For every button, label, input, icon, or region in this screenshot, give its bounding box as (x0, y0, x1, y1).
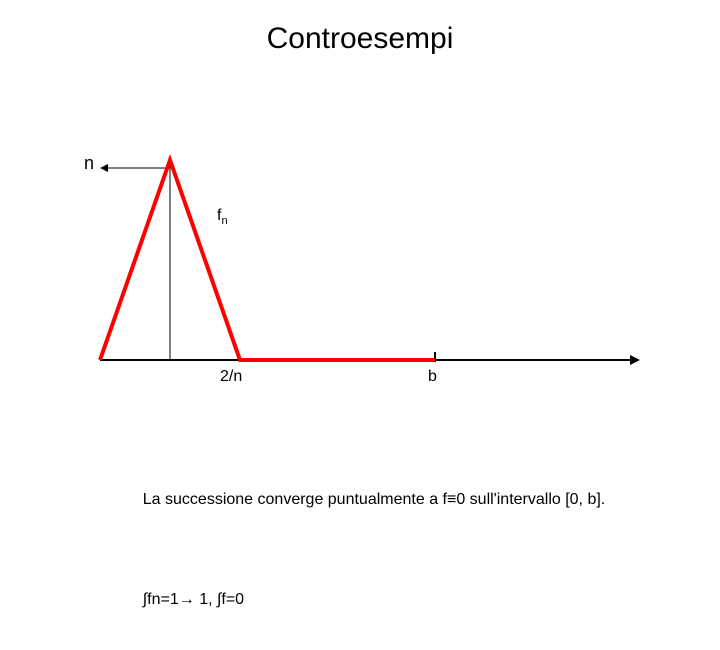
caption-ident-symbol: ≡ (447, 491, 456, 508)
label-b-text: b (428, 368, 437, 385)
caption-line1: La successione converge puntualmente a f… (125, 470, 605, 530)
caption-line1-suffix: 0 sull'intervallo [0, b]. (456, 491, 605, 508)
caption-line2: ∫fn=1→ 1, ∫f=0 (125, 570, 605, 630)
page-title: Controesempi (0, 22, 720, 56)
chart-area: n fn 2/n b (80, 150, 640, 370)
caption-line2-b: f=0 (221, 591, 244, 608)
label-b: b (428, 368, 437, 386)
label-n: n (84, 153, 94, 174)
label-two-over-n-text: 2/n (220, 368, 242, 385)
caption-line1-prefix: La successione converge puntualmente a f (143, 491, 447, 508)
label-fn-sub: n (221, 215, 227, 227)
caption-line2-a: fn=1→ 1, (147, 591, 217, 608)
label-fn: fn (217, 207, 228, 227)
caption-block: La successione converge puntualmente a f… (125, 430, 605, 650)
chart-svg (80, 150, 640, 400)
label-n-text: n (84, 153, 94, 173)
label-two-over-n: 2/n (220, 368, 242, 386)
